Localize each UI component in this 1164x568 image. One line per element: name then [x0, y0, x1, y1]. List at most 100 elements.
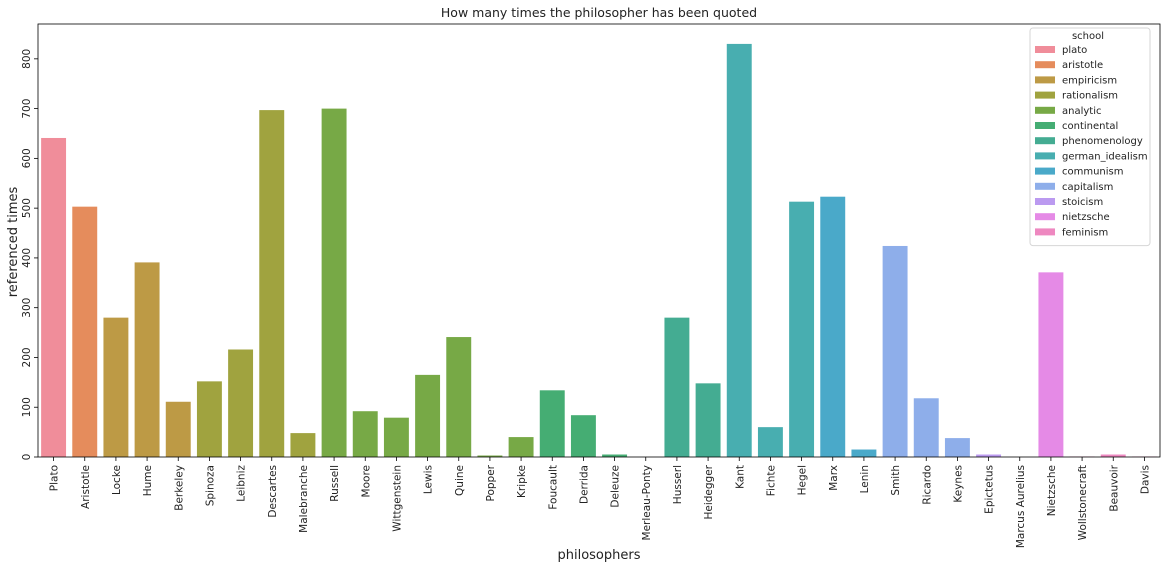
x-tick-label: Wollstonecraft	[1077, 465, 1089, 540]
legend: school plato aristotle empiricism rationalis…	[1029, 27, 1151, 247]
x-tick-label: Marcus Aurelius	[1015, 465, 1027, 548]
legend-label-continental: continental	[1062, 121, 1118, 132]
y-tick-label: 400	[21, 248, 33, 268]
bar-deleuze	[602, 454, 628, 457]
x-tick-label: Epictetus	[984, 465, 996, 514]
bar-ricardo	[913, 398, 939, 457]
legend-label-feminism: feminism	[1062, 227, 1108, 238]
bar-lewis	[415, 374, 441, 457]
legend-label-german-idealism: german_idealism	[1062, 151, 1148, 162]
x-tick-label: Ricardo	[921, 465, 933, 505]
legend-title: school	[1072, 31, 1104, 42]
bar-plato	[41, 137, 67, 457]
bar-malebranche	[290, 433, 316, 457]
x-tick-label: Plato	[49, 465, 61, 491]
legend-label-stoicism: stoicism	[1062, 197, 1103, 208]
x-tick-label: Wittgenstein	[391, 465, 403, 532]
bar-locke	[103, 317, 129, 457]
legend-label-phenomenology: phenomenology	[1062, 136, 1143, 147]
legend-box	[1029, 27, 1151, 247]
y-tick-label: 700	[21, 99, 33, 119]
x-tick-label: Malebranche	[298, 465, 310, 533]
bar-russell	[321, 108, 347, 458]
x-tick-label: Popper	[485, 464, 497, 501]
legend-swatch-aristotle	[1035, 61, 1055, 69]
y-axis-title: referenced times	[6, 186, 21, 297]
y-tick-label: 800	[21, 49, 33, 69]
bar-fichte	[757, 427, 783, 457]
bar-keynes	[944, 438, 970, 457]
bar-smith	[882, 245, 908, 457]
x-tick-label: Lenin	[859, 465, 871, 493]
x-tick-label: Nietzsche	[1046, 465, 1058, 516]
bar-kripke	[508, 437, 534, 457]
plot-frame	[37, 23, 1161, 458]
x-tick-label: Quine	[454, 465, 466, 496]
bar-lenin	[851, 449, 877, 457]
legend-swatch-feminism	[1035, 228, 1055, 236]
legend-swatch-analytic	[1035, 106, 1055, 114]
bar-heidegger	[695, 383, 721, 457]
bar-marx	[820, 196, 846, 457]
x-tick-label: Russell	[329, 465, 341, 502]
x-tick-label: Kant	[734, 465, 746, 489]
x-tick-label: Heidegger	[703, 464, 715, 519]
y-tick-label: 0	[21, 454, 33, 461]
bar-epictetus	[976, 454, 1002, 457]
x-tick-label: Marx	[828, 465, 840, 491]
x-tick-label: Kripke	[516, 465, 528, 498]
y-tick-label: 300	[21, 298, 33, 318]
x-tick-label: Berkeley	[173, 465, 185, 511]
axes-layer: 0 100 200 300 400 500 600 700 800 Plato Aristotle L…	[21, 23, 1161, 548]
bar-quine	[446, 337, 472, 457]
bar-hegel	[789, 201, 815, 457]
legend-label-empiricism: empiricism	[1062, 75, 1117, 86]
legend-label-rationalism: rationalism	[1062, 91, 1118, 102]
y-tick-label: 200	[21, 347, 33, 367]
legend-swatch-rationalism	[1035, 91, 1055, 99]
chart-title: How many times the philosopher has been …	[441, 5, 757, 20]
legend-label-nietzsche: nietzsche	[1062, 212, 1110, 223]
x-tick-label: Hume	[142, 465, 154, 496]
bar-popper	[477, 455, 503, 457]
bar-moore	[352, 411, 378, 457]
bar-spinoza	[196, 381, 222, 457]
bar-beauvoir	[1100, 454, 1126, 457]
x-tick-label: Leibniz	[236, 465, 248, 502]
bar-wittgenstein	[383, 417, 409, 457]
legend-swatch-capitalism	[1035, 182, 1055, 190]
bar-nietzsche	[1038, 272, 1064, 457]
x-axis-title: philosophers	[557, 548, 640, 563]
y-tick-label: 100	[21, 397, 33, 417]
legend-label-communism: communism	[1062, 167, 1124, 178]
y-tick-label: 500	[21, 198, 33, 218]
x-tick-label: Deleuze	[610, 465, 622, 508]
bars-layer	[41, 43, 1157, 458]
bar-husserl	[664, 317, 690, 457]
legend-label-analytic: analytic	[1062, 106, 1102, 117]
x-tick-label: Merleau-Ponty	[641, 465, 653, 540]
x-tick-label: Aristotle	[80, 465, 92, 509]
bar-foucault	[539, 390, 565, 457]
bar-kant	[726, 43, 752, 457]
x-tick-label: Lewis	[423, 465, 435, 494]
legend-swatch-communism	[1035, 167, 1055, 175]
y-tick-label: 600	[21, 148, 33, 168]
legend-swatch-continental	[1035, 122, 1055, 129]
x-tick-label: Keynes	[952, 465, 964, 503]
x-tick-label: Husserl	[672, 465, 684, 504]
bar-descartes	[259, 110, 285, 457]
x-tick-label: Descartes	[267, 465, 279, 518]
x-tick-label: Foucault	[547, 465, 559, 510]
bar-derrida	[570, 415, 596, 457]
legend-swatch-phenomenology	[1035, 137, 1055, 145]
legend-label-plato: plato	[1062, 45, 1087, 56]
x-tick-label: Moore	[360, 465, 372, 497]
bar-aristotle	[72, 206, 98, 457]
legend-label-aristotle: aristotle	[1062, 60, 1103, 71]
x-tick-label: Locke	[111, 465, 123, 495]
legend-label-capitalism: capitalism	[1062, 182, 1113, 193]
x-tick-label: Fichte	[765, 465, 777, 496]
legend-swatch-stoicism	[1035, 198, 1055, 205]
